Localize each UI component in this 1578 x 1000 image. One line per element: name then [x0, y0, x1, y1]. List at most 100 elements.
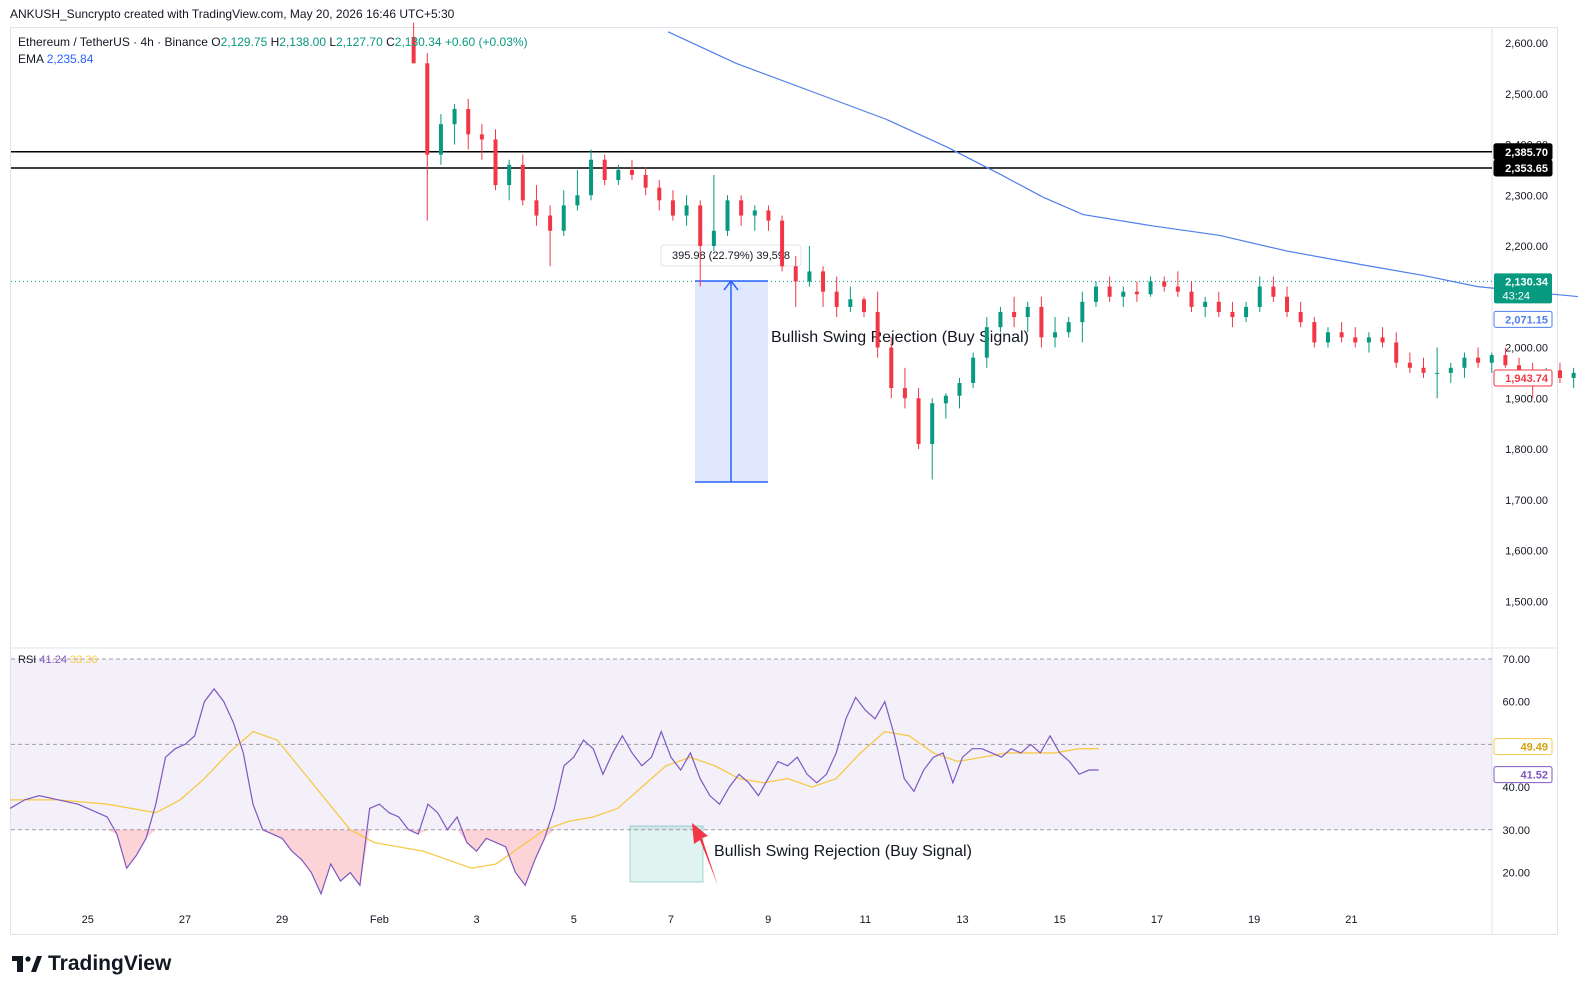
candle-body: [1244, 306, 1249, 318]
candles: [411, 22, 1576, 480]
time-tick-label: 21: [1345, 914, 1357, 926]
price-tick-label: 2,200.00: [1505, 241, 1548, 253]
candle-body: [1557, 370, 1562, 378]
candle-body: [889, 347, 894, 389]
ema-label[interactable]: EMA: [18, 52, 44, 66]
price-tick-label: 2,600.00: [1505, 38, 1548, 50]
low-tag-bg: [1493, 369, 1553, 387]
chart-frame: [10, 27, 1558, 935]
candle-body: [793, 266, 798, 282]
candle-body: [1339, 332, 1344, 338]
candle-body: [548, 215, 553, 231]
candle-body: [616, 169, 621, 181]
ema-value: 2,235.84: [46, 52, 94, 66]
candle-body: [507, 164, 512, 186]
rsi-tick-label: 40.00: [1502, 782, 1530, 794]
candle-body: [1421, 367, 1426, 373]
candle-body: [575, 195, 580, 206]
rsi-ma-line: [10, 730, 1099, 869]
ema-tag: 2,071.15: [1505, 314, 1548, 326]
rsi-oversold-fill: [10, 829, 1099, 894]
candle-body: [1407, 362, 1412, 368]
candle-body: [1189, 291, 1194, 307]
resistance-tag-2-bg: [1493, 159, 1553, 177]
candle-body: [1216, 301, 1221, 312]
change-value: +0.60 (+0.03%): [444, 35, 528, 49]
price-legend: Ethereum / TetherUS · 4h · Binance O2,12…: [18, 34, 528, 68]
candle-body: [739, 200, 744, 216]
overlays: 395.98 (22.79%) 39,598 Bullish Swing Reje…: [11, 31, 1578, 886]
candle-body: [971, 357, 976, 384]
measure-label-bg: [660, 244, 802, 267]
candle-body: [534, 200, 539, 216]
candle-body: [520, 164, 525, 201]
logo-text: TradingView: [48, 952, 172, 975]
time-axis: 25 27 29 Feb 3 5 7 9 11 13 15 17 19 21: [82, 914, 1358, 926]
candle-body: [766, 210, 771, 221]
candle-body: [1353, 337, 1358, 343]
candle-body: [629, 169, 634, 175]
price-tick-label: 2,500.00: [1505, 89, 1548, 101]
time-tick-label: 19: [1248, 914, 1260, 926]
candle-body: [657, 187, 662, 201]
open-label: O: [211, 35, 221, 49]
rsi-tick-label: 60.00: [1502, 697, 1530, 709]
candle-body: [1312, 322, 1317, 343]
tradingview-logo[interactable]: TradingView: [12, 952, 171, 976]
candle-body: [479, 134, 484, 140]
candle-body: [493, 139, 498, 186]
candle-body: [425, 63, 430, 155]
rsi-ma-tag: 49.49: [1520, 742, 1548, 754]
time-tick-label: 7: [668, 914, 674, 926]
signal-arrow-icon: [692, 823, 718, 886]
candle-body: [1134, 291, 1139, 295]
rsi-panel: 70.00 60.00 40.00 30.00 20.00: [9, 654, 1530, 896]
candle-body: [1489, 355, 1494, 363]
candle-body: [1121, 291, 1126, 297]
candle-body: [752, 210, 757, 216]
rsi-annotation: Bullish Swing Rejection (Buy Signal): [714, 843, 972, 860]
low-tag: 1,943.74: [1505, 373, 1549, 385]
candle-body: [1093, 286, 1098, 302]
resistance-tag-1: 2,385.70: [1505, 147, 1548, 159]
time-tick-label: 13: [956, 914, 968, 926]
rsi-legend-value: 41.24: [39, 654, 67, 666]
candle-body: [1162, 281, 1167, 287]
candle-body: [1476, 357, 1481, 363]
candle-body: [998, 311, 1003, 328]
time-tick-label: 29: [276, 914, 288, 926]
measure-label: 395.98 (22.79%) 39,598: [672, 250, 790, 262]
low-value: 2,127.70: [336, 35, 383, 49]
rsi-tag-bg: [1493, 766, 1553, 784]
candle-body: [848, 299, 853, 307]
candle-body: [1148, 281, 1153, 295]
candle-body: [1107, 286, 1112, 297]
price-annotation: Bullish Swing Rejection (Buy Signal): [771, 329, 1029, 346]
open-value: 2,129.75: [220, 35, 268, 49]
candle-body: [1012, 311, 1017, 318]
price-tick-label: 2,300.00: [1505, 190, 1548, 202]
candle-body: [1517, 365, 1522, 373]
candle-body: [1025, 306, 1030, 318]
candle-body: [1053, 332, 1058, 338]
countdown-tag: 43:24: [1502, 290, 1530, 302]
time-tick-label: 27: [179, 914, 191, 926]
candle-body: [916, 398, 921, 444]
candle-body: [930, 403, 935, 444]
candle-body: [902, 388, 907, 399]
candle-body: [1435, 372, 1440, 374]
time-tick-label: 3: [473, 914, 479, 926]
time-tick-label: 25: [82, 914, 94, 926]
symbol-label[interactable]: Ethereum / TetherUS · 4h · Binance: [18, 35, 208, 49]
rsi-label[interactable]: RSI: [18, 654, 37, 666]
ema-line: [667, 31, 1578, 298]
candle-body: [602, 159, 607, 181]
rsi-tick-label: 70.00: [1502, 654, 1530, 666]
rsi-tick-label: 20.00: [1502, 868, 1530, 880]
rsi-band: [11, 659, 1492, 830]
candle-body: [452, 108, 457, 125]
time-tick-label: Feb: [370, 914, 389, 926]
price-tick-label: 1,900.00: [1505, 393, 1548, 405]
candle-body: [943, 395, 948, 404]
